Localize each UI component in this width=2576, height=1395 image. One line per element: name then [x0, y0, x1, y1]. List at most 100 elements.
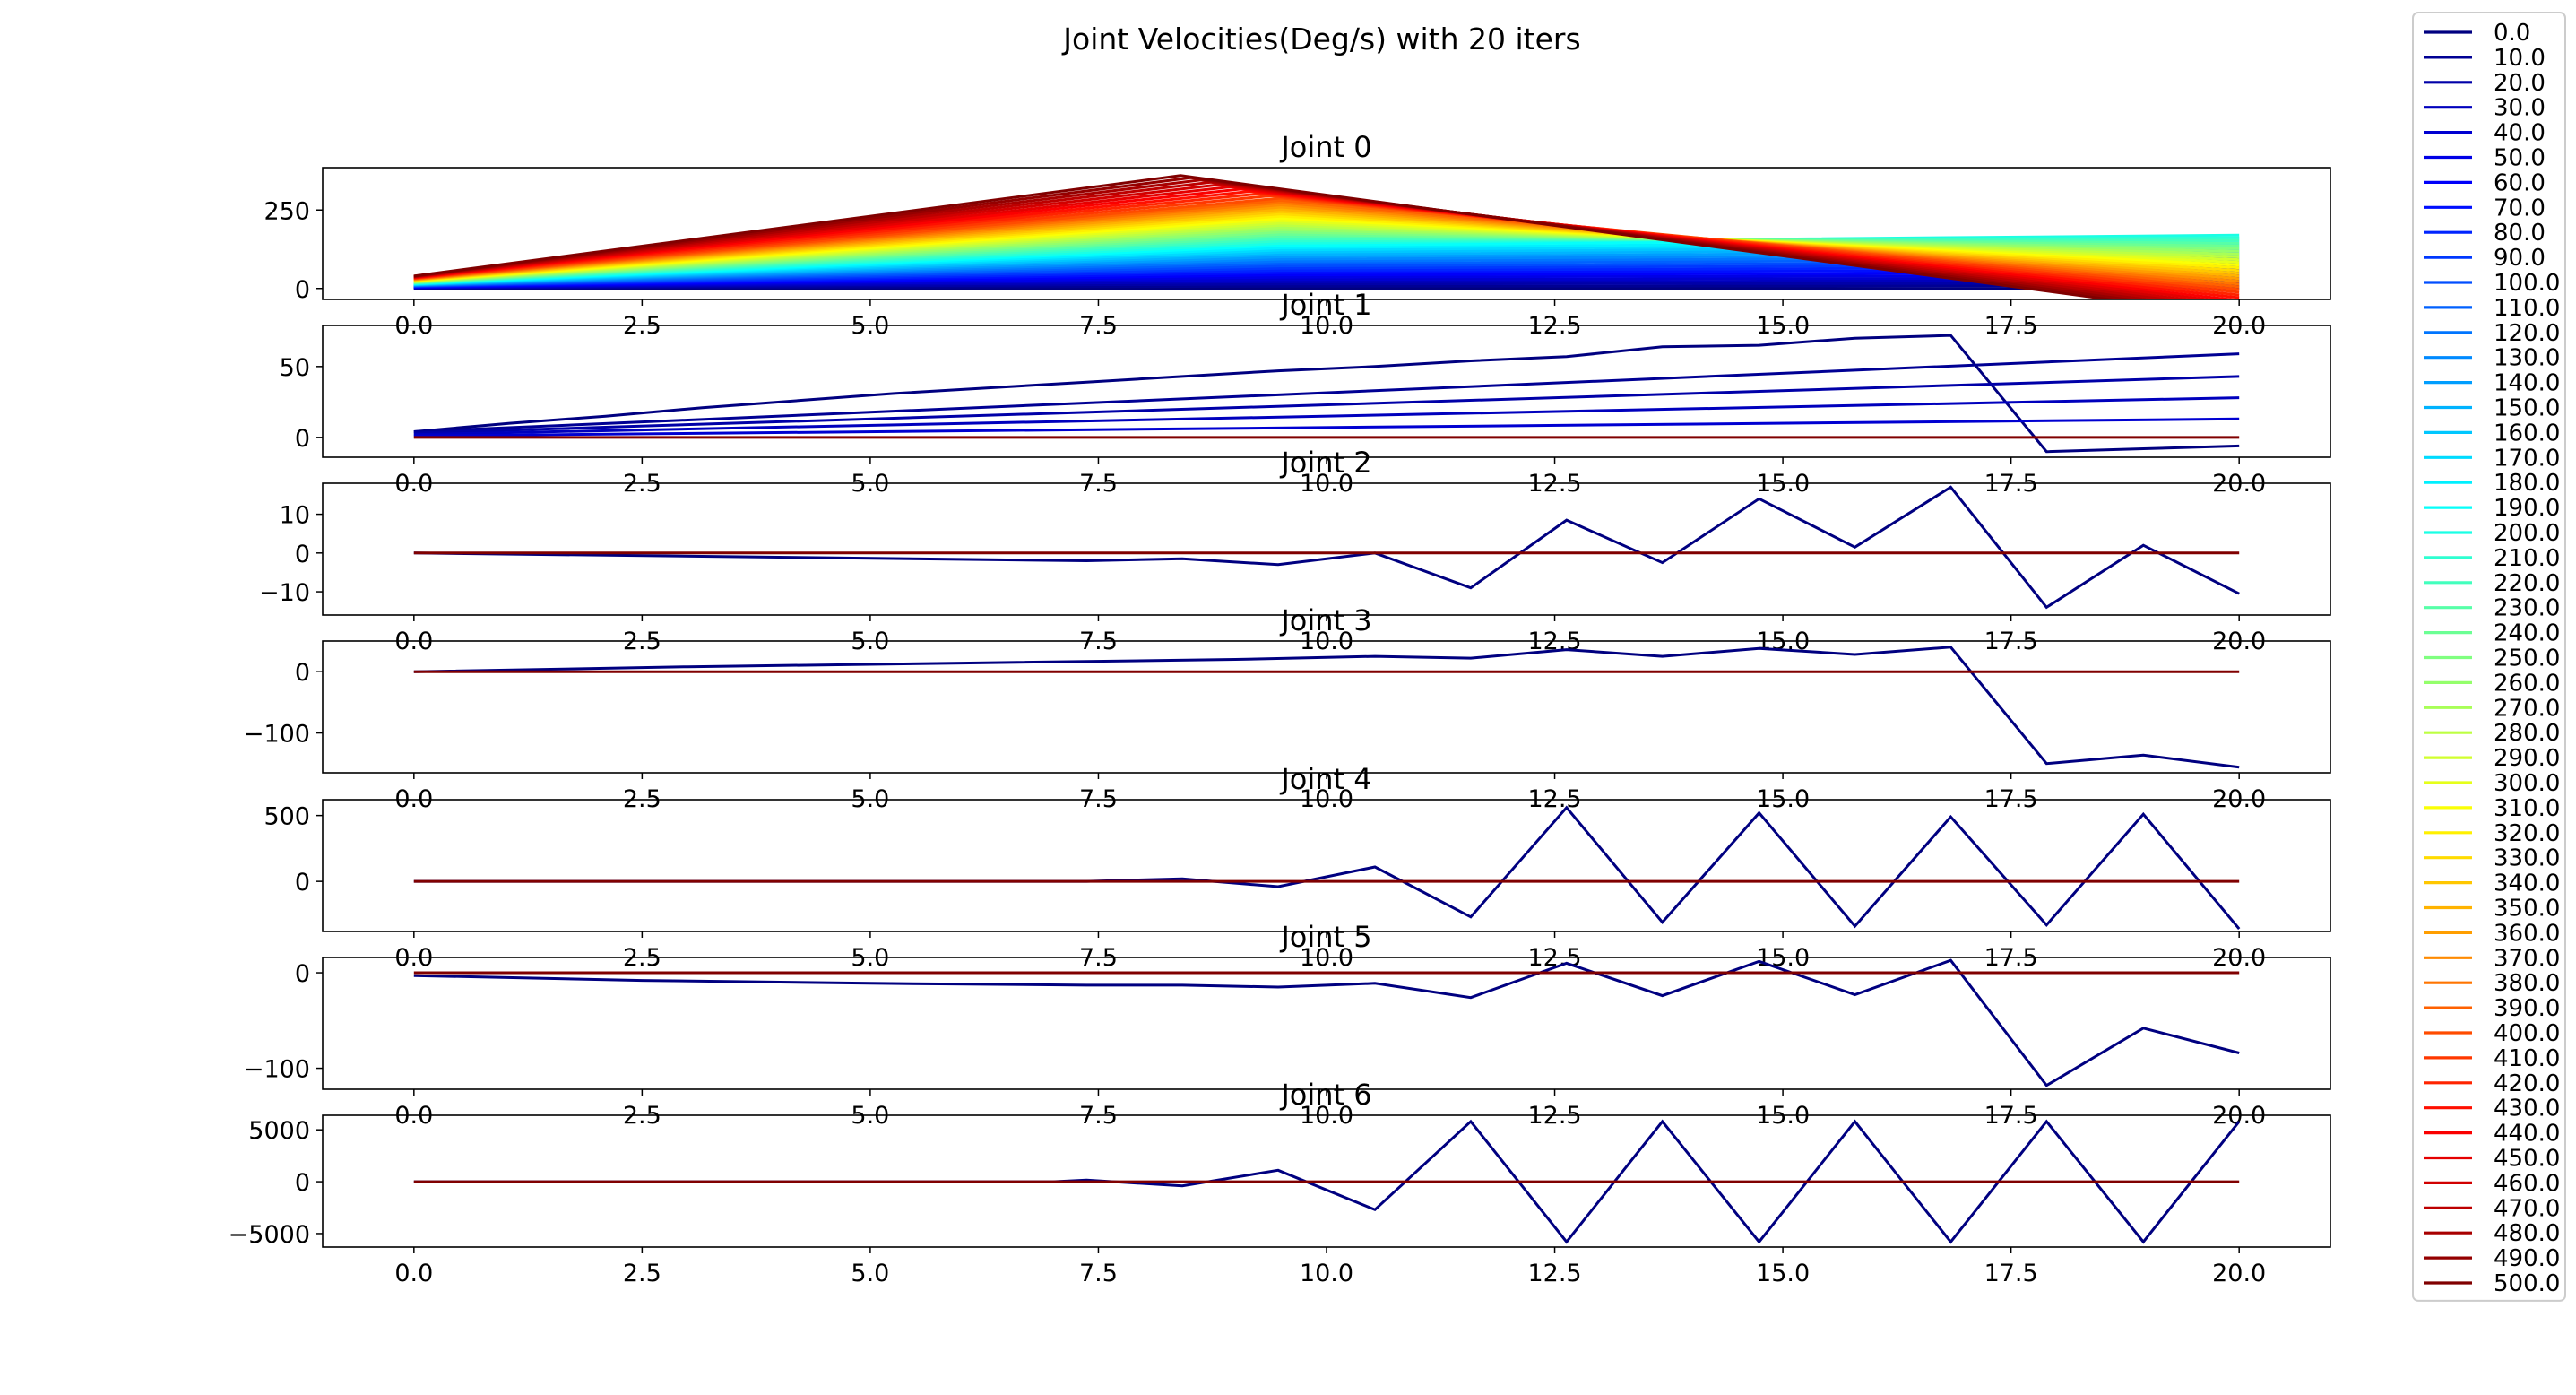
legend-entry: 370.0 — [2424, 945, 2560, 972]
legend-entry: 150.0 — [2424, 395, 2560, 422]
legend-label: 410.0 — [2494, 1045, 2560, 1072]
legend-label: 380.0 — [2494, 970, 2560, 997]
series-line — [413, 417, 2240, 438]
x-tick-label: 15.0 — [1756, 1260, 1810, 1287]
x-tick-label: 5.0 — [851, 1260, 889, 1287]
legend-entry: 480.0 — [2424, 1220, 2560, 1247]
axes-frame — [322, 482, 2331, 616]
y-tick-label: 500 — [264, 803, 310, 831]
y-tick-label: −100 — [244, 721, 310, 749]
axes-frame — [322, 640, 2331, 774]
legend-label: 160.0 — [2494, 420, 2560, 446]
legend-label: 10.0 — [2494, 45, 2546, 72]
subplot-title: Joint 5 — [1279, 920, 1371, 954]
legend-label: 450.0 — [2494, 1146, 2560, 1173]
legend-entry: 280.0 — [2424, 720, 2560, 747]
y-tick-label: −10 — [259, 579, 310, 607]
legend-label: 440.0 — [2494, 1121, 2560, 1148]
legend-label: 220.0 — [2494, 570, 2560, 597]
legend-label: 470.0 — [2494, 1195, 2560, 1222]
legend-label: 170.0 — [2494, 445, 2560, 472]
axes-frame — [322, 1114, 2331, 1248]
legend-entry: 460.0 — [2424, 1170, 2560, 1197]
legend-entry: 220.0 — [2424, 570, 2560, 597]
legend: 0.010.020.030.040.050.060.070.080.090.01… — [2412, 12, 2566, 1302]
subplot-title: Joint 1 — [1279, 288, 1371, 322]
legend-label: 40.0 — [2494, 120, 2546, 147]
x-tick-label: 7.5 — [1079, 1260, 1118, 1287]
legend-entry: 330.0 — [2424, 845, 2560, 872]
legend-entry: 270.0 — [2424, 695, 2560, 722]
legend-label: 460.0 — [2494, 1170, 2560, 1197]
legend-entry: 210.0 — [2424, 545, 2560, 572]
legend-entry: 500.0 — [2424, 1270, 2560, 1297]
legend-label: 320.0 — [2494, 820, 2560, 847]
legend-entry: 360.0 — [2424, 920, 2560, 947]
legend-label: 70.0 — [2494, 195, 2546, 221]
y-tick-label: 0 — [295, 869, 310, 897]
y-tick-label: 250 — [264, 197, 310, 225]
legend-entry: 0.0 — [2424, 20, 2530, 47]
y-tick-label: −5000 — [229, 1221, 310, 1249]
x-tick-label: 20.0 — [2212, 1260, 2266, 1287]
legend-entry: 70.0 — [2424, 195, 2546, 221]
legend-entry: 420.0 — [2424, 1070, 2560, 1097]
legend-label: 420.0 — [2494, 1070, 2560, 1097]
y-tick-label: 10 — [280, 502, 310, 530]
legend-entry: 50.0 — [2424, 145, 2546, 172]
legend-label: 100.0 — [2494, 270, 2560, 297]
subplot-title: Joint 6 — [1279, 1078, 1371, 1112]
legend-label: 290.0 — [2494, 745, 2560, 772]
legend-label: 120.0 — [2494, 320, 2560, 347]
legend-label: 140.0 — [2494, 370, 2560, 397]
legend-entry: 380.0 — [2424, 970, 2560, 997]
legend-label: 250.0 — [2494, 646, 2560, 672]
legend-entry: 490.0 — [2424, 1245, 2560, 1272]
series-line — [413, 485, 2240, 610]
legend-entry: 30.0 — [2424, 95, 2546, 122]
legend-label: 200.0 — [2494, 520, 2560, 547]
legend-entry: 240.0 — [2424, 620, 2560, 647]
series-line — [413, 352, 2240, 433]
y-tick-label: −100 — [244, 1056, 310, 1084]
legend-label: 300.0 — [2494, 770, 2560, 797]
figure-title: Joint Velocities(Deg/s) with 20 iters — [1061, 22, 1580, 56]
legend-label: 430.0 — [2494, 1096, 2560, 1122]
subplot-joint-0: 0.0 2.5 5.0 7.5 10.0 12.5 15.0 17.5 20.00250Join… — [264, 130, 2331, 340]
legend-entry: 390.0 — [2424, 995, 2560, 1022]
y-tick-label: 0 — [295, 1169, 310, 1197]
axes-frame — [322, 799, 2331, 932]
legend-label: 60.0 — [2494, 169, 2546, 196]
legend-label: 500.0 — [2494, 1270, 2560, 1297]
x-tick-label: 12.5 — [1527, 1260, 1581, 1287]
legend-entry: 110.0 — [2424, 295, 2560, 322]
axes-frame — [322, 167, 2331, 300]
subplots: 0.0 2.5 5.0 7.5 10.0 12.5 15.0 17.5 20.0 0 250 Join… — [229, 130, 2331, 1287]
series-line — [413, 174, 2120, 299]
legend-label: 80.0 — [2494, 220, 2546, 247]
legend-label: 180.0 — [2494, 470, 2560, 497]
legend-label: 480.0 — [2494, 1220, 2560, 1247]
legend-label: 210.0 — [2494, 545, 2560, 572]
legend-entry: 180.0 — [2424, 470, 2560, 497]
legend-entry: 190.0 — [2424, 495, 2560, 522]
legend-label: 0.0 — [2494, 20, 2530, 47]
series-line — [413, 646, 2240, 769]
legend-label: 230.0 — [2494, 595, 2560, 622]
legend-label: 280.0 — [2494, 720, 2560, 747]
subplot-title: Joint 0 — [1279, 130, 1371, 164]
legend-label: 340.0 — [2494, 871, 2560, 897]
subplot-title: Joint 3 — [1279, 603, 1371, 637]
legend-entry: 260.0 — [2424, 670, 2560, 697]
legend-label: 360.0 — [2494, 920, 2560, 947]
axes-frame — [322, 325, 2331, 458]
legend-entry: 450.0 — [2424, 1146, 2560, 1173]
series-line — [413, 396, 2240, 437]
subplot-joint-6: 0.0 2.5 5.0 7.5 10.0 12.5 15.0 17.5 20.0 5000 0 −50… — [229, 1078, 2331, 1287]
legend-entry: 160.0 — [2424, 420, 2560, 446]
y-tick-label: 0 — [295, 659, 310, 687]
legend-entry: 410.0 — [2424, 1045, 2560, 1072]
legend-label: 30.0 — [2494, 95, 2546, 122]
legend-label: 240.0 — [2494, 620, 2560, 647]
